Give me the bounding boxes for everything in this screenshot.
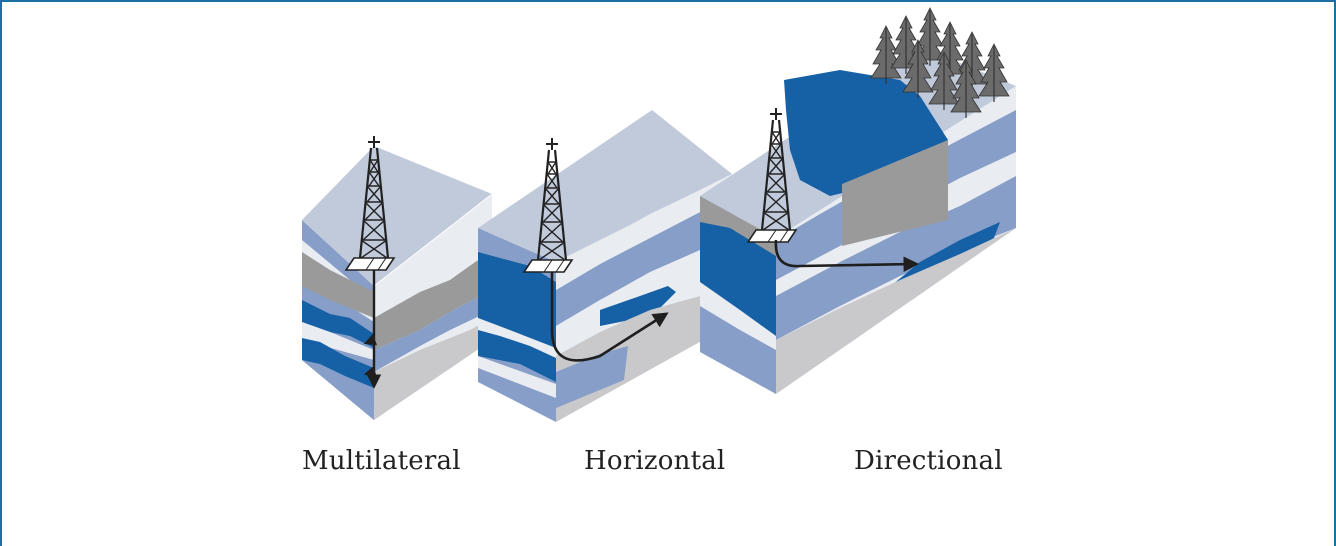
- multilateral-block: [302, 134, 493, 420]
- label-horizontal: Horizontal: [584, 446, 726, 476]
- directional-block: [700, 7, 1016, 394]
- horizontal-block: [478, 110, 732, 422]
- label-multilateral: Multilateral: [302, 446, 461, 476]
- label-directional: Directional: [854, 446, 1003, 476]
